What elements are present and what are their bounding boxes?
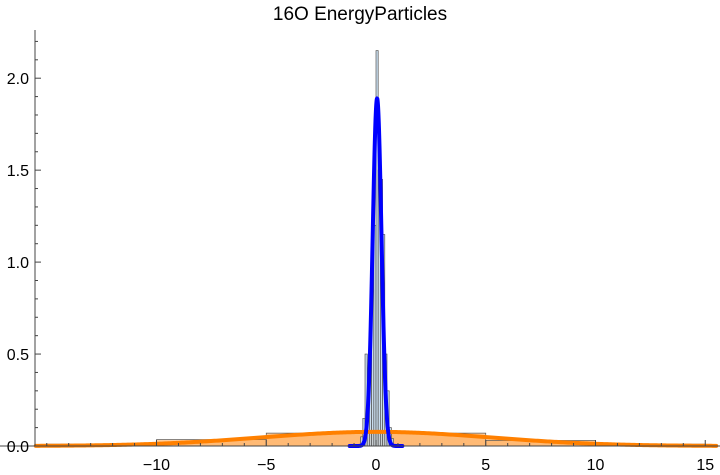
y-tick-label: 0.0 bbox=[7, 439, 29, 456]
x-tick-label: 15 bbox=[696, 457, 714, 474]
y-tick-label: 1.0 bbox=[7, 255, 29, 272]
axes-layer: −10 −5 0 5 10 15 0.0 0.5 1.0 1.5 2.0 bbox=[0, 30, 720, 474]
x-tick-label: −10 bbox=[143, 457, 170, 474]
y-tick-label: 2.0 bbox=[7, 71, 29, 88]
x-tick-label: −5 bbox=[257, 457, 275, 474]
y-tick-label: 0.5 bbox=[7, 347, 29, 364]
x-tick-label: 5 bbox=[481, 457, 490, 474]
y-tick-label: 1.5 bbox=[7, 163, 29, 180]
x-tick-label: 0 bbox=[372, 457, 381, 474]
chart-title: 16O EnergyParticles bbox=[272, 4, 448, 25]
fit-curve bbox=[33, 429, 719, 448]
x-tick-label: 10 bbox=[587, 457, 605, 474]
